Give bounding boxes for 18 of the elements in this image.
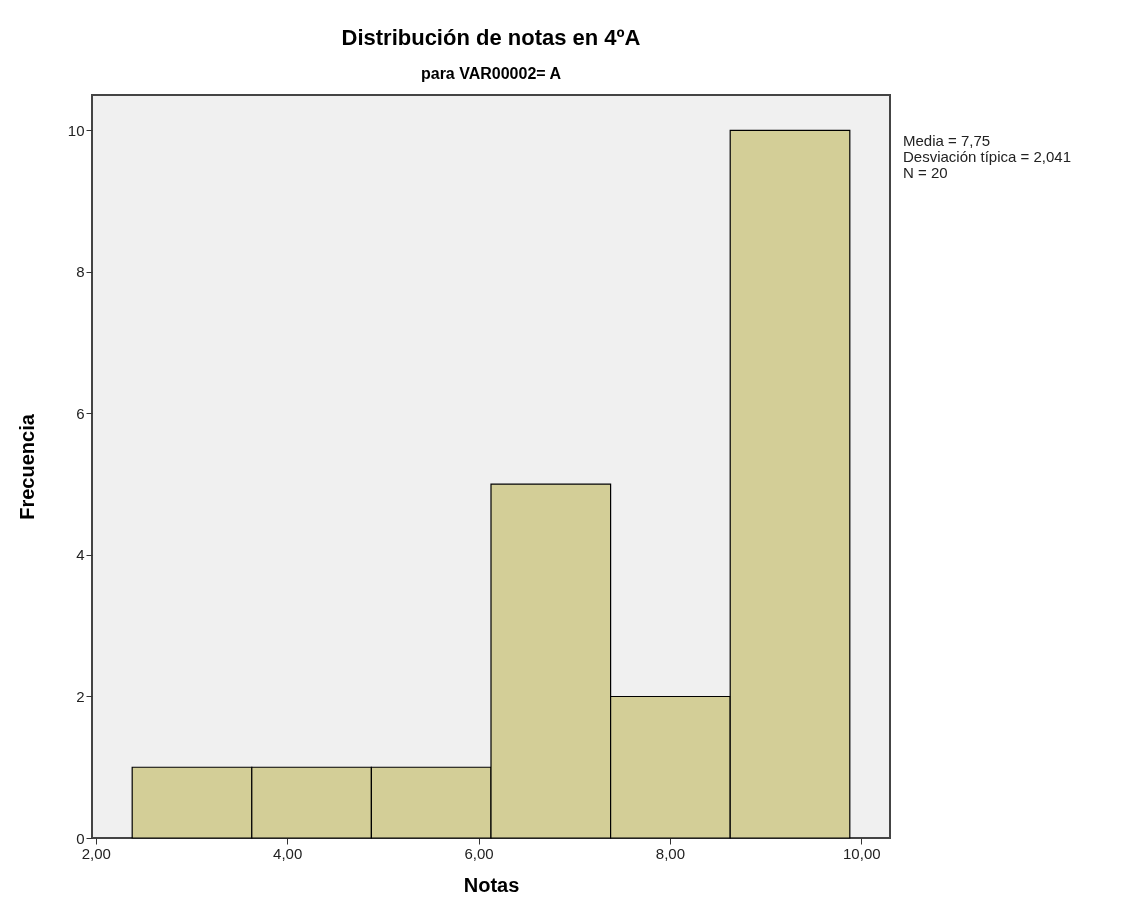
y-tick-label: 2 [76, 687, 85, 705]
y-tick-label: 4 [76, 546, 85, 564]
x-tick-label: 6,00 [464, 844, 494, 862]
y-axis-title: Frecuencia [15, 413, 38, 520]
x-tick-label: 2,00 [81, 844, 111, 862]
x-axis-title: Notas [463, 873, 520, 896]
x-tick-label: 4,00 [273, 844, 303, 862]
text: Desviación típica = 2,041 [903, 148, 1072, 165]
y-tick-label: 10 [67, 121, 85, 139]
y-tick-label: 8 [76, 263, 85, 281]
chart-subtitle: para VAR00002= A [420, 65, 562, 82]
text: N = 20 [903, 164, 949, 181]
x-tick-label: 10,00 [843, 844, 881, 862]
text: Media = 7,75 [903, 132, 992, 149]
y-tick-label: 6 [76, 404, 85, 422]
chart-title: Distribución de notas en 4ºA [341, 25, 641, 50]
y-tick-label: 0 [76, 829, 85, 847]
x-tick-label: 8,00 [655, 844, 686, 862]
